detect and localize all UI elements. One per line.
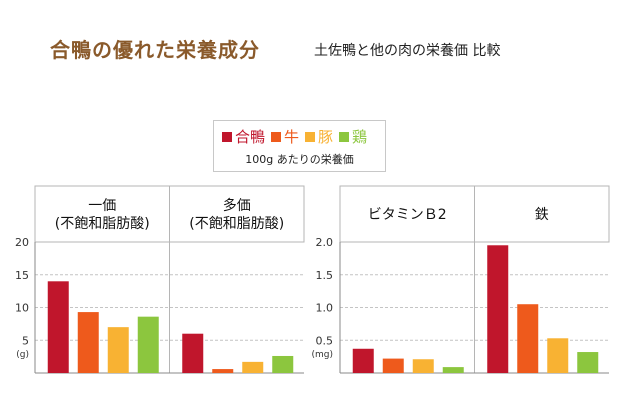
legend: 合鴨 牛 豚 鶏 100g あたりの栄養価 [213, 120, 386, 172]
legend-label-beef: 牛 [284, 128, 300, 146]
bar-duck [352, 348, 374, 373]
chart1-y-tick-label: 15 [15, 269, 29, 282]
chart2-y-tick-label: 2.0 [316, 236, 334, 249]
chart2-y-tick-label: 0.5 [316, 334, 334, 347]
legend-note: 100g あたりの栄養価 [245, 153, 354, 166]
legend-row: 合鴨 牛 豚 鶏 [222, 126, 367, 147]
chart1-group2-title: (不飽和脂肪酸) [189, 215, 284, 232]
chart1-group2-title: 多価 [223, 197, 251, 214]
bar-beef [517, 304, 539, 373]
bar-duck [182, 333, 204, 373]
bar-chicken [272, 355, 294, 373]
chart1-group1-title: 一価 [88, 198, 116, 214]
legend-label-duck: 合鴨 [235, 128, 266, 146]
chart1-y-tick-label: 20 [15, 236, 29, 249]
bar-beef [77, 312, 99, 373]
bar-chicken [577, 352, 599, 373]
legend-item-pork: 豚 [305, 126, 333, 147]
chart1-unit-label: (g) [16, 350, 29, 360]
legend-label-chicken: 鶏 [352, 128, 368, 146]
legend-label-pork: 豚 [318, 128, 334, 146]
legend-swatch-chicken [339, 131, 350, 142]
legend-swatch-pork [305, 131, 316, 142]
chart2-unit-label: (mg) [311, 350, 333, 360]
bar-chicken [137, 316, 159, 373]
chart1-y-tick-label: 5 [22, 334, 29, 347]
chart2-group2-title: 鉄 [535, 207, 549, 223]
chart1-group1-title: (不飽和脂肪酸) [55, 215, 150, 232]
legend-item-chicken: 鶏 [339, 126, 367, 147]
bar-duck [487, 245, 509, 373]
bar-chicken [442, 367, 464, 373]
chart2-y-tick-label: 1.0 [316, 302, 334, 315]
chart2-group1-title: ビタミンＢ2 [368, 207, 447, 223]
bar-pork [547, 338, 569, 373]
bar-beef [212, 369, 234, 373]
legend-swatch-beef [271, 131, 282, 142]
legend-item-beef: 牛 [271, 126, 299, 147]
legend-swatch-duck [222, 131, 232, 142]
chart1-y-tick-label: 10 [15, 302, 29, 315]
bar-pork [242, 361, 264, 373]
bar-pork [107, 327, 129, 373]
sub-title: 土佐鴨と他の肉の栄養価 比較 [314, 43, 501, 59]
chart2-y-tick-label: 1.5 [316, 269, 334, 282]
legend-item-duck: 合鴨 [222, 126, 265, 147]
main-title: 合鴨の優れた栄養成分 [50, 38, 260, 62]
bar-pork [412, 359, 434, 373]
bar-beef [382, 358, 404, 373]
bar-duck [47, 281, 69, 373]
